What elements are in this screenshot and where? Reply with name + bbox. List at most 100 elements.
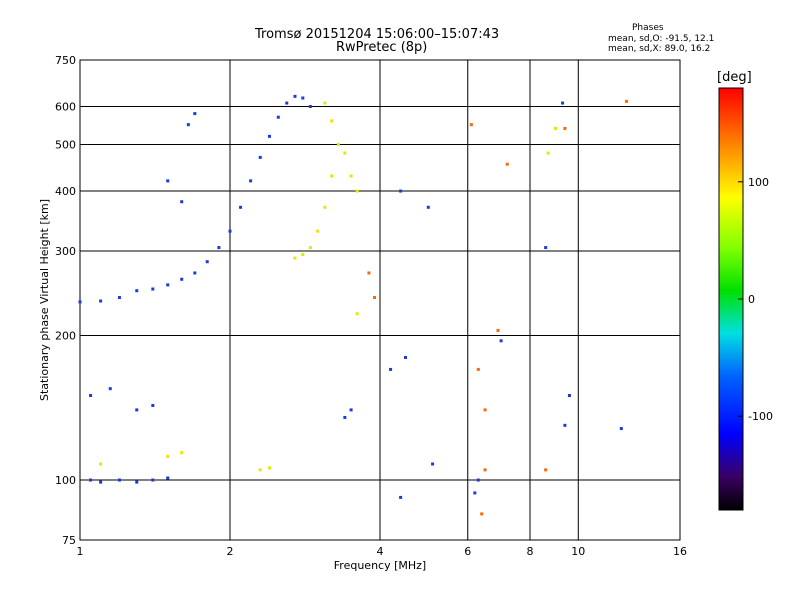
data-point-o: [276, 115, 280, 119]
data-point-o: [89, 478, 93, 482]
data-point-o: [186, 123, 190, 127]
data-point-x: [166, 454, 170, 458]
data-point-o: [403, 355, 407, 359]
colorbar-tick-label: -100: [748, 410, 773, 423]
data-point-o: [99, 299, 103, 303]
data-point-o: [193, 271, 197, 275]
data-point-x: [343, 151, 347, 155]
colorbar-tick-label: 100: [748, 176, 769, 189]
data-point-o: [117, 478, 121, 482]
data-point-o: [249, 179, 253, 183]
data-point-x: [336, 143, 340, 147]
y-tick-label: 100: [55, 474, 76, 487]
x-tick-label: 6: [464, 545, 471, 558]
y-tick-label: 200: [55, 330, 76, 343]
data-point-o: [399, 189, 403, 193]
data-point-x: [323, 205, 327, 209]
gridlines: [80, 60, 680, 540]
data-point-o: [343, 415, 347, 419]
data-point-o: [166, 476, 170, 480]
data-point-mixed: [480, 512, 484, 516]
data-point-o: [561, 101, 565, 105]
x-tick-label: 10: [571, 545, 585, 558]
data-point-x: [355, 189, 359, 193]
data-point-x: [349, 174, 353, 178]
data-point-mixed: [483, 408, 487, 412]
data-point-x: [330, 119, 334, 123]
data-point-mixed: [563, 126, 567, 130]
data-point-o: [267, 134, 271, 138]
data-point-mixed: [469, 123, 473, 127]
data-point-o: [99, 480, 103, 484]
data-point-o: [151, 478, 155, 482]
data-point-o: [285, 101, 289, 105]
colorbar-tick-label: 0: [748, 293, 755, 306]
data-point-mixed: [373, 296, 377, 300]
data-point-x: [301, 253, 305, 257]
data-point-o: [389, 367, 393, 371]
data-point-o: [258, 155, 262, 159]
data-point-o: [239, 205, 243, 209]
data-point-o: [180, 200, 184, 204]
data-point-mixed: [483, 468, 487, 472]
data-point-x: [330, 174, 334, 178]
data-point-o: [135, 289, 139, 293]
data-point-o: [544, 246, 548, 250]
data-point-o: [563, 423, 567, 427]
data-point-o: [117, 296, 121, 300]
data-point-mixed: [625, 99, 629, 103]
data-point-o: [78, 300, 82, 304]
x-tick-label: 8: [527, 545, 534, 558]
data-point-x: [267, 466, 271, 470]
data-point-o: [205, 260, 209, 264]
data-point-x: [355, 312, 359, 316]
data-point-x: [258, 468, 262, 472]
x-tick-label: 16: [673, 545, 687, 558]
colorbar-label: [deg]: [717, 70, 752, 85]
data-point-o: [89, 394, 93, 398]
data-point-o: [166, 283, 170, 287]
data-point-o: [431, 462, 435, 466]
data-point-o: [473, 491, 477, 495]
data-point-o: [166, 179, 170, 183]
y-tick-label: 300: [55, 245, 76, 258]
data-point-o: [193, 112, 197, 116]
data-point-x: [553, 126, 557, 130]
x-tick-label: 1: [77, 545, 84, 558]
data-point-x: [293, 256, 297, 260]
phases-title: Phases: [632, 23, 664, 33]
data-point-x: [308, 246, 312, 250]
y-axis-label: Stationary phase Virtual Height [km]: [38, 199, 51, 401]
data-point-o: [217, 246, 221, 250]
phases-o-line: mean, sd,O: -91.5, 12.1: [608, 34, 715, 44]
data-point-o: [619, 427, 623, 431]
data-point-o: [180, 277, 184, 281]
data-point-o: [476, 478, 480, 482]
data-point-o: [228, 229, 232, 233]
data-point-x: [99, 462, 103, 466]
data-point-o: [293, 94, 297, 98]
x-tick-label: 4: [377, 545, 384, 558]
data-point-mixed: [476, 367, 480, 371]
data-point-mixed: [496, 328, 500, 332]
chart-subtitle: RwPretec (8p): [336, 40, 428, 55]
data-point-o: [135, 480, 139, 484]
y-tick-label: 600: [55, 101, 76, 114]
data-point-x: [546, 151, 550, 155]
axis-ticks: 1 2 4 6 8 10 16 75 100 200 300 400 500 600 750 Frequenc…: [38, 54, 687, 572]
data-point-mixed: [505, 162, 509, 166]
data-point-x: [316, 229, 320, 233]
y-tick-label: 750: [55, 54, 76, 67]
data-point-o: [151, 287, 155, 291]
data-point-o: [151, 403, 155, 407]
x-tick-label: 2: [227, 545, 234, 558]
data-points: [78, 94, 629, 516]
data-point-x: [180, 451, 184, 455]
y-tick-label: 500: [55, 139, 76, 152]
data-point-o: [399, 495, 403, 499]
y-tick-label: 75: [62, 534, 76, 547]
y-tick-label: 400: [55, 185, 76, 198]
data-point-o: [426, 205, 430, 209]
chart-title: Tromsø 20151204 15:06:00–15:07:43: [255, 27, 500, 42]
